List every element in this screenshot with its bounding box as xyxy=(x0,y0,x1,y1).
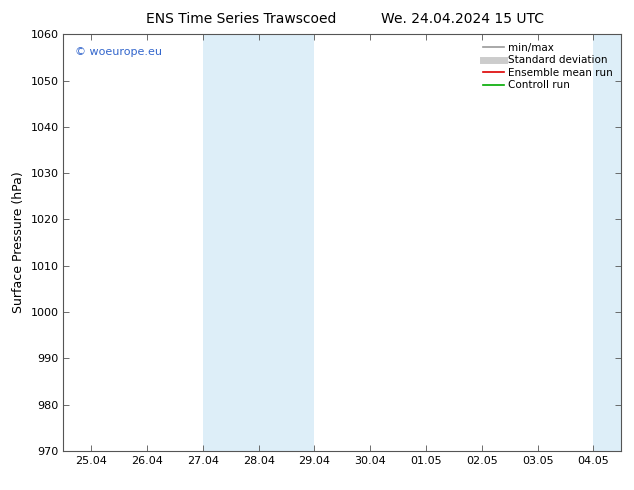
Text: We. 24.04.2024 15 UTC: We. 24.04.2024 15 UTC xyxy=(381,12,545,26)
Bar xyxy=(203,34,314,451)
Text: © woeurope.eu: © woeurope.eu xyxy=(75,47,162,57)
Legend: min/max, Standard deviation, Ensemble mean run, Controll run: min/max, Standard deviation, Ensemble me… xyxy=(480,40,616,94)
Y-axis label: Surface Pressure (hPa): Surface Pressure (hPa) xyxy=(12,172,25,314)
Text: ENS Time Series Trawscoed: ENS Time Series Trawscoed xyxy=(146,12,336,26)
Bar xyxy=(593,34,634,451)
